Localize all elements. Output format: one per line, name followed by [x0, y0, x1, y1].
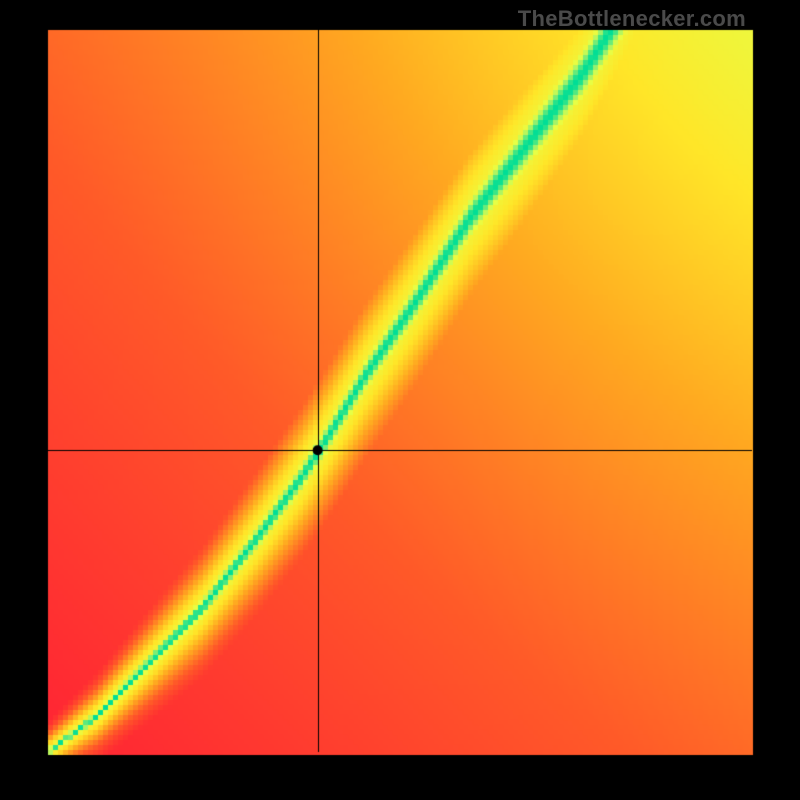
- bottleneck-heatmap: [0, 0, 800, 800]
- watermark-label: TheBottlenecker.com: [518, 6, 746, 32]
